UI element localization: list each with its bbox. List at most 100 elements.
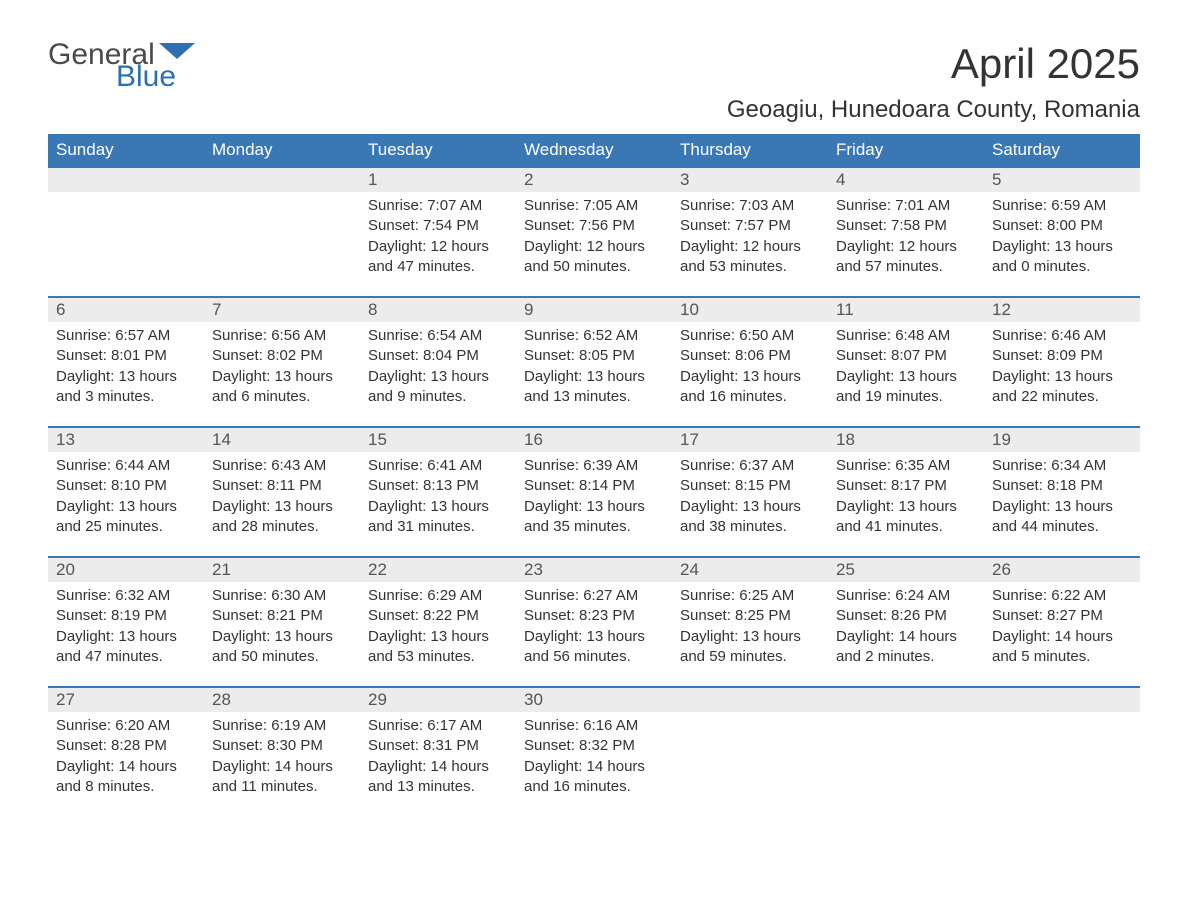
day-content: Sunrise: 6:37 AMSunset: 8:15 PMDaylight:… [672,452,828,545]
calendar-cell: 10Sunrise: 6:50 AMSunset: 8:06 PMDayligh… [672,297,828,427]
calendar-cell: 25Sunrise: 6:24 AMSunset: 8:26 PMDayligh… [828,557,984,687]
calendar-cell [204,167,360,297]
sunrise-line: Sunrise: 6:44 AM [56,456,196,476]
sunset-line: Sunset: 8:18 PM [992,476,1132,496]
calendar-cell: 15Sunrise: 6:41 AMSunset: 8:13 PMDayligh… [360,427,516,557]
day-content: Sunrise: 6:30 AMSunset: 8:21 PMDaylight:… [204,582,360,675]
sunset-line: Sunset: 7:56 PM [524,216,664,236]
daylight-line: Daylight: 14 hours and 11 minutes. [212,757,352,798]
daylight-line: Daylight: 13 hours and 28 minutes. [212,497,352,538]
sunset-line: Sunset: 8:23 PM [524,606,664,626]
day-content: Sunrise: 6:52 AMSunset: 8:05 PMDaylight:… [516,322,672,415]
sunset-line: Sunset: 8:21 PM [212,606,352,626]
day-content: Sunrise: 6:43 AMSunset: 8:11 PMDaylight:… [204,452,360,545]
sunrise-line: Sunrise: 6:30 AM [212,586,352,606]
daylight-line: Daylight: 14 hours and 8 minutes. [56,757,196,798]
day-number: 2 [516,168,672,192]
sunrise-line: Sunrise: 6:20 AM [56,716,196,736]
sunset-line: Sunset: 8:14 PM [524,476,664,496]
calendar-cell: 8Sunrise: 6:54 AMSunset: 8:04 PMDaylight… [360,297,516,427]
day-number: 4 [828,168,984,192]
day-content: Sunrise: 7:05 AMSunset: 7:56 PMDaylight:… [516,192,672,285]
day-content: Sunrise: 7:07 AMSunset: 7:54 PMDaylight:… [360,192,516,285]
day-number: 29 [360,688,516,712]
daylight-line: Daylight: 13 hours and 3 minutes. [56,367,196,408]
sunset-line: Sunset: 8:11 PM [212,476,352,496]
sunset-line: Sunset: 8:22 PM [368,606,508,626]
calendar-cell: 23Sunrise: 6:27 AMSunset: 8:23 PMDayligh… [516,557,672,687]
calendar-week: 27Sunrise: 6:20 AMSunset: 8:28 PMDayligh… [48,687,1140,817]
daylight-line: Daylight: 13 hours and 22 minutes. [992,367,1132,408]
day-number [984,688,1140,712]
sunset-line: Sunset: 7:58 PM [836,216,976,236]
sunset-line: Sunset: 8:10 PM [56,476,196,496]
day-number: 5 [984,168,1140,192]
calendar-cell: 26Sunrise: 6:22 AMSunset: 8:27 PMDayligh… [984,557,1140,687]
weekday-header: Monday [204,134,360,167]
day-number [828,688,984,712]
day-number: 21 [204,558,360,582]
day-number: 22 [360,558,516,582]
sunset-line: Sunset: 8:01 PM [56,346,196,366]
day-content: Sunrise: 7:01 AMSunset: 7:58 PMDaylight:… [828,192,984,285]
day-number: 6 [48,298,204,322]
calendar-week: 6Sunrise: 6:57 AMSunset: 8:01 PMDaylight… [48,297,1140,427]
sunrise-line: Sunrise: 6:50 AM [680,326,820,346]
calendar-cell: 28Sunrise: 6:19 AMSunset: 8:30 PMDayligh… [204,687,360,817]
calendar-cell: 9Sunrise: 6:52 AMSunset: 8:05 PMDaylight… [516,297,672,427]
calendar-cell: 13Sunrise: 6:44 AMSunset: 8:10 PMDayligh… [48,427,204,557]
calendar-cell: 22Sunrise: 6:29 AMSunset: 8:22 PMDayligh… [360,557,516,687]
sunrise-line: Sunrise: 6:41 AM [368,456,508,476]
sunrise-line: Sunrise: 7:03 AM [680,196,820,216]
calendar-cell: 4Sunrise: 7:01 AMSunset: 7:58 PMDaylight… [828,167,984,297]
calendar-cell: 16Sunrise: 6:39 AMSunset: 8:14 PMDayligh… [516,427,672,557]
sunset-line: Sunset: 8:31 PM [368,736,508,756]
daylight-line: Daylight: 12 hours and 53 minutes. [680,237,820,278]
sunset-line: Sunset: 8:17 PM [836,476,976,496]
sunset-line: Sunset: 8:00 PM [992,216,1132,236]
sunrise-line: Sunrise: 7:07 AM [368,196,508,216]
calendar-week: 1Sunrise: 7:07 AMSunset: 7:54 PMDaylight… [48,167,1140,297]
sunrise-line: Sunrise: 6:27 AM [524,586,664,606]
sunrise-line: Sunrise: 6:52 AM [524,326,664,346]
sunset-line: Sunset: 8:07 PM [836,346,976,366]
sunset-line: Sunset: 8:06 PM [680,346,820,366]
sunrise-line: Sunrise: 6:48 AM [836,326,976,346]
sunrise-line: Sunrise: 6:59 AM [992,196,1132,216]
sunrise-line: Sunrise: 6:32 AM [56,586,196,606]
header: General Blue April 2025 [48,40,1140,92]
sunrise-line: Sunrise: 6:46 AM [992,326,1132,346]
daylight-line: Daylight: 13 hours and 47 minutes. [56,627,196,668]
calendar-cell [48,167,204,297]
daylight-line: Daylight: 13 hours and 50 minutes. [212,627,352,668]
day-content: Sunrise: 6:20 AMSunset: 8:28 PMDaylight:… [48,712,204,805]
sunrise-line: Sunrise: 6:43 AM [212,456,352,476]
daylight-line: Daylight: 14 hours and 2 minutes. [836,627,976,668]
day-content: Sunrise: 6:50 AMSunset: 8:06 PMDaylight:… [672,322,828,415]
day-content: Sunrise: 7:03 AMSunset: 7:57 PMDaylight:… [672,192,828,285]
sunrise-line: Sunrise: 6:37 AM [680,456,820,476]
sunrise-line: Sunrise: 6:16 AM [524,716,664,736]
day-number: 13 [48,428,204,452]
sunset-line: Sunset: 8:09 PM [992,346,1132,366]
sunrise-line: Sunrise: 6:25 AM [680,586,820,606]
calendar-cell: 29Sunrise: 6:17 AMSunset: 8:31 PMDayligh… [360,687,516,817]
daylight-line: Daylight: 13 hours and 19 minutes. [836,367,976,408]
calendar-cell: 24Sunrise: 6:25 AMSunset: 8:25 PMDayligh… [672,557,828,687]
daylight-line: Daylight: 14 hours and 5 minutes. [992,627,1132,668]
calendar-cell: 19Sunrise: 6:34 AMSunset: 8:18 PMDayligh… [984,427,1140,557]
daylight-line: Daylight: 14 hours and 13 minutes. [368,757,508,798]
daylight-line: Daylight: 12 hours and 57 minutes. [836,237,976,278]
day-number: 28 [204,688,360,712]
sunset-line: Sunset: 8:13 PM [368,476,508,496]
daylight-line: Daylight: 13 hours and 56 minutes. [524,627,664,668]
sunrise-line: Sunrise: 6:54 AM [368,326,508,346]
sunset-line: Sunset: 8:28 PM [56,736,196,756]
day-content: Sunrise: 6:34 AMSunset: 8:18 PMDaylight:… [984,452,1140,545]
day-content: Sunrise: 6:25 AMSunset: 8:25 PMDaylight:… [672,582,828,675]
sunset-line: Sunset: 8:05 PM [524,346,664,366]
day-content: Sunrise: 6:32 AMSunset: 8:19 PMDaylight:… [48,582,204,675]
day-content: Sunrise: 6:57 AMSunset: 8:01 PMDaylight:… [48,322,204,415]
calendar-cell: 14Sunrise: 6:43 AMSunset: 8:11 PMDayligh… [204,427,360,557]
calendar-cell: 11Sunrise: 6:48 AMSunset: 8:07 PMDayligh… [828,297,984,427]
